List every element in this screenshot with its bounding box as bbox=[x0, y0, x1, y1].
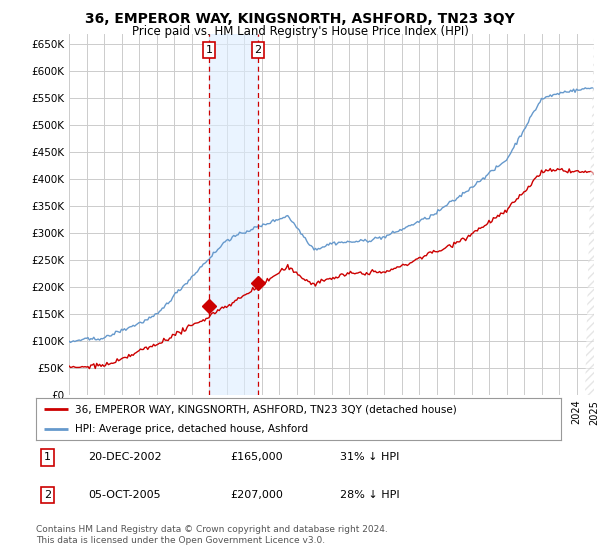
Bar bbox=[209, 34, 258, 395]
Text: Contains HM Land Registry data © Crown copyright and database right 2024.
This d: Contains HM Land Registry data © Crown c… bbox=[36, 525, 388, 545]
Text: 1: 1 bbox=[205, 45, 212, 55]
Text: 20-DEC-2002: 20-DEC-2002 bbox=[89, 452, 162, 463]
Text: 36, EMPEROR WAY, KINGSNORTH, ASHFORD, TN23 3QY (detached house): 36, EMPEROR WAY, KINGSNORTH, ASHFORD, TN… bbox=[76, 404, 457, 414]
Text: 36, EMPEROR WAY, KINGSNORTH, ASHFORD, TN23 3QY: 36, EMPEROR WAY, KINGSNORTH, ASHFORD, TN… bbox=[85, 12, 515, 26]
Text: 31% ↓ HPI: 31% ↓ HPI bbox=[341, 452, 400, 463]
Text: 1: 1 bbox=[44, 452, 51, 463]
Text: Price paid vs. HM Land Registry's House Price Index (HPI): Price paid vs. HM Land Registry's House … bbox=[131, 25, 469, 38]
Text: 28% ↓ HPI: 28% ↓ HPI bbox=[341, 490, 400, 500]
Text: £165,000: £165,000 bbox=[230, 452, 283, 463]
Text: 05-OCT-2005: 05-OCT-2005 bbox=[89, 490, 161, 500]
Text: HPI: Average price, detached house, Ashford: HPI: Average price, detached house, Ashf… bbox=[76, 424, 308, 434]
Text: 2: 2 bbox=[44, 490, 51, 500]
Text: £207,000: £207,000 bbox=[230, 490, 283, 500]
Polygon shape bbox=[585, 34, 594, 395]
Text: 2: 2 bbox=[254, 45, 262, 55]
